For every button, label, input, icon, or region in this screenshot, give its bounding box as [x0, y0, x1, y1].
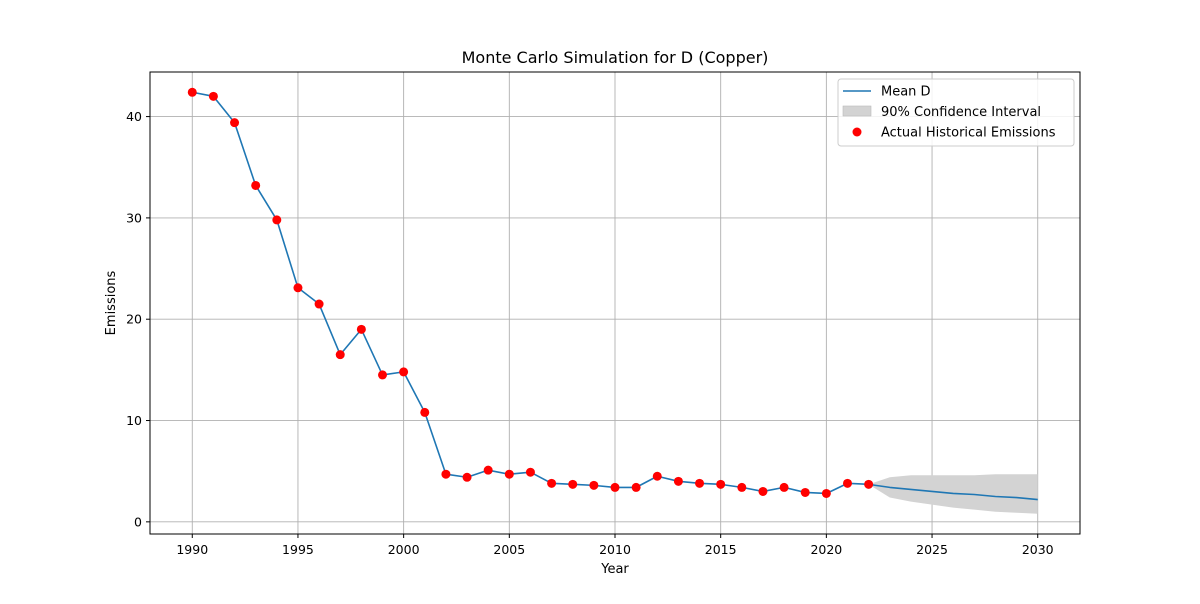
actual-emission-point	[314, 299, 324, 309]
actual-emission-point	[695, 478, 705, 488]
y-tick-label: 40	[126, 109, 142, 124]
grid-layer	[150, 72, 1080, 534]
actual-emission-point	[251, 180, 261, 190]
actual-emission-point	[800, 487, 810, 497]
actual-emission-point	[335, 350, 345, 360]
y-axis-label: Emissions	[104, 270, 119, 335]
actual-emission-point	[462, 472, 472, 482]
x-tick-label: 2015	[705, 542, 737, 557]
actual-emission-point	[441, 469, 451, 479]
actual-emission-point	[272, 215, 282, 225]
x-tick-label: 1995	[282, 542, 314, 557]
legend-box	[837, 78, 1075, 147]
actual-emission-point	[864, 479, 874, 489]
actual-emission-point	[378, 370, 387, 380]
x-tick-label: 2025	[916, 542, 948, 557]
y-tick-label: 0	[134, 514, 142, 529]
actual-emission-point	[356, 324, 366, 334]
y-tick-label: 30	[126, 210, 142, 225]
x-tick-label: 2005	[493, 542, 525, 557]
actual-emission-point	[589, 480, 599, 490]
actual-emission-point	[399, 367, 409, 377]
actual-emission-point	[821, 488, 831, 498]
actual-points-layer	[187, 87, 874, 498]
actual-emission-point	[208, 91, 218, 101]
actual-emission-point	[610, 482, 620, 492]
legend-mean-label: Mean D	[881, 85, 931, 100]
legend-points-swatch	[852, 127, 862, 137]
y-tick-label: 10	[126, 413, 142, 428]
actual-emission-point	[547, 478, 557, 488]
x-tick-label: 1990	[176, 542, 208, 557]
chart-title: Monte Carlo Simulation for D (Copper)	[462, 48, 769, 67]
actual-emission-point	[187, 87, 197, 97]
actual-emission-point	[293, 283, 303, 293]
legend-points-label: Actual Historical Emissions	[881, 126, 1056, 141]
actual-emission-point	[673, 476, 683, 486]
x-tick-label: 2030	[1022, 542, 1054, 557]
chart-legend: Mean D 90% Confidence Interval Actual Hist…	[837, 78, 1075, 147]
actual-emission-point	[420, 407, 430, 417]
actual-emission-point	[652, 471, 662, 481]
y-tick-label: 20	[126, 312, 142, 327]
actual-emission-point	[504, 469, 514, 479]
tick-layer: 1990 1995 2000 2005 2010 2015 2020 2025 20300102…	[126, 109, 1054, 557]
actual-emission-point	[779, 482, 789, 492]
x-tick-label: 2000	[388, 542, 420, 557]
x-tick-label: 2010	[599, 542, 631, 557]
actual-emission-point	[230, 118, 240, 128]
actual-emission-point	[568, 479, 578, 489]
actual-emission-point	[737, 482, 747, 492]
x-tick-label: 2020	[810, 542, 842, 557]
actual-emission-point	[716, 479, 726, 489]
actual-emission-point	[631, 482, 641, 492]
actual-emission-point	[843, 478, 852, 488]
x-axis-label: Year	[600, 562, 629, 577]
actual-emission-point	[483, 465, 493, 475]
actual-emission-point	[525, 467, 535, 477]
legend-band-swatch	[842, 105, 872, 117]
actual-emission-point	[758, 486, 768, 496]
legend-band-label: 90% Confidence Interval	[881, 105, 1041, 120]
